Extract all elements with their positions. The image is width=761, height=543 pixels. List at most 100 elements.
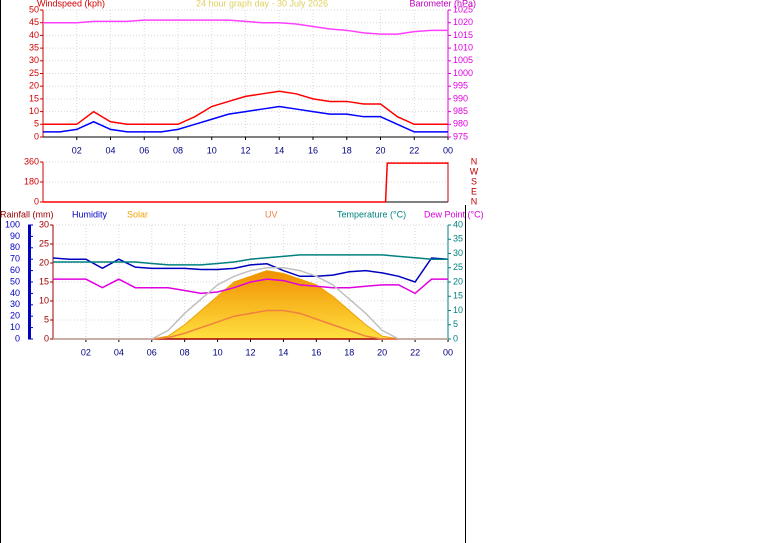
y-tick-label: 20 [39,257,49,267]
x-tick-label: 12 [245,347,255,357]
chart-title: 24 hour graph day - 30 July 2026 [196,0,328,8]
legend-label: Dew Point (°C) [424,209,484,219]
y2-tick-label: W [470,166,479,176]
plot-area [43,162,448,202]
y2-axis-label: Barometer (hPa) [409,0,476,8]
y2-tick-label: N [471,196,478,206]
x-tick-label: 22 [410,347,420,357]
x-tick-label: 18 [344,347,354,357]
y-tick-label: 20 [29,81,39,91]
x-tick-label: 06 [147,347,157,357]
legend-label: UV [265,209,278,219]
y-tick-label: 25 [29,68,39,78]
y2-tick-label: 1000 [453,68,473,78]
y3-tick-label: 100 [5,219,20,229]
x-tick-label: 08 [173,145,183,155]
x-tick-label: 22 [409,145,419,155]
y3-tick-label: 90 [10,231,20,241]
x-tick-label: 10 [213,347,223,357]
x-tick-label: 18 [342,145,352,155]
series-line [43,162,448,203]
x-tick-label: 00 [443,145,453,155]
y2-tick-label: 10 [453,305,463,315]
y2-tick-label: E [471,186,477,196]
y-tick-label: 45 [29,17,39,27]
y2-tick-label: 980 [453,119,468,129]
x-tick-label: 06 [139,145,149,155]
y3-tick-label: 0 [15,333,20,343]
legend-label: Solar [127,209,148,219]
y-tick-label: 10 [29,106,39,116]
legend-label: Temperature (°C) [337,209,406,219]
y-tick-label: 10 [39,295,49,305]
y2-tick-label: 1010 [453,42,473,52]
y3-tick-label: 10 [10,322,20,332]
y2-tick-label: 35 [453,234,463,244]
series-line [43,90,448,126]
y3-axis [28,225,31,339]
series-line [52,257,449,283]
x-tick-label: 16 [311,347,321,357]
y-tick-label: 30 [39,219,49,229]
x-tick-label: 02 [72,145,82,155]
legend-label: Rainfall (mm) [0,209,54,219]
y3-tick-label: 50 [10,276,20,286]
series-line [43,19,448,35]
x-tick-label: 08 [180,347,190,357]
y-tick-label: 0 [44,333,49,343]
legend-label: Humidity [72,209,108,219]
y3-tick-label: 60 [10,265,20,275]
y2-tick-label: N [471,156,478,166]
y-tick-label: 40 [29,30,39,40]
y-tick-label: 25 [39,238,49,248]
y3-tick-label: 30 [10,299,20,309]
y3-tick-label: 80 [10,242,20,252]
y-tick-label: 30 [29,55,39,65]
y-tick-label: 5 [44,314,49,324]
series-line [53,278,448,295]
y2-tick-label: 25 [453,262,463,272]
x-tick-label: 20 [377,347,387,357]
y-tick-label: 15 [39,276,49,286]
y3-tick-label: 70 [10,254,20,264]
series-line [43,105,448,133]
series-line [53,254,448,266]
series-line [53,267,448,340]
y2-tick-label: 30 [453,248,463,258]
x-tick-label: 04 [114,347,124,357]
x-tick-label: 14 [274,145,284,155]
y-axis-label: Windspeed (kph) [37,0,105,8]
x-tick-label: 04 [105,145,115,155]
y2-tick-label: S [471,176,477,186]
x-tick-label: 10 [207,145,217,155]
y2-tick-label: 975 [453,131,468,141]
y2-tick-label: 1005 [453,55,473,65]
y2-tick-label: 1025 [453,4,473,14]
x-tick-label: 16 [308,145,318,155]
y-tick-label: 50 [29,4,39,14]
y3-tick-label: 20 [10,311,20,321]
y-tick-label: 360 [24,156,39,166]
y-tick-label: 0 [34,196,39,206]
y-tick-label: 5 [34,119,39,129]
y2-tick-label: 1015 [453,30,473,40]
y2-tick-label: 990 [453,93,468,103]
y2-tick-label: 995 [453,81,468,91]
y2-tick-label: 5 [453,319,458,329]
y2-tick-label: 985 [453,106,468,116]
x-tick-label: 12 [240,145,250,155]
y-tick-label: 35 [29,42,39,52]
y2-tick-label: 15 [453,291,463,301]
y3-tick-label: 40 [10,288,20,298]
y-tick-label: 15 [29,93,39,103]
y-tick-label: 0 [34,131,39,141]
y2-tick-label: 20 [453,276,463,286]
y2-tick-label: 0 [453,333,458,343]
y2-tick-label: 1020 [453,17,473,27]
y-tick-label: 180 [24,176,39,186]
x-tick-label: 00 [443,347,453,357]
x-tick-label: 02 [81,347,91,357]
y2-tick-label: 40 [453,219,463,229]
x-tick-label: 14 [278,347,288,357]
